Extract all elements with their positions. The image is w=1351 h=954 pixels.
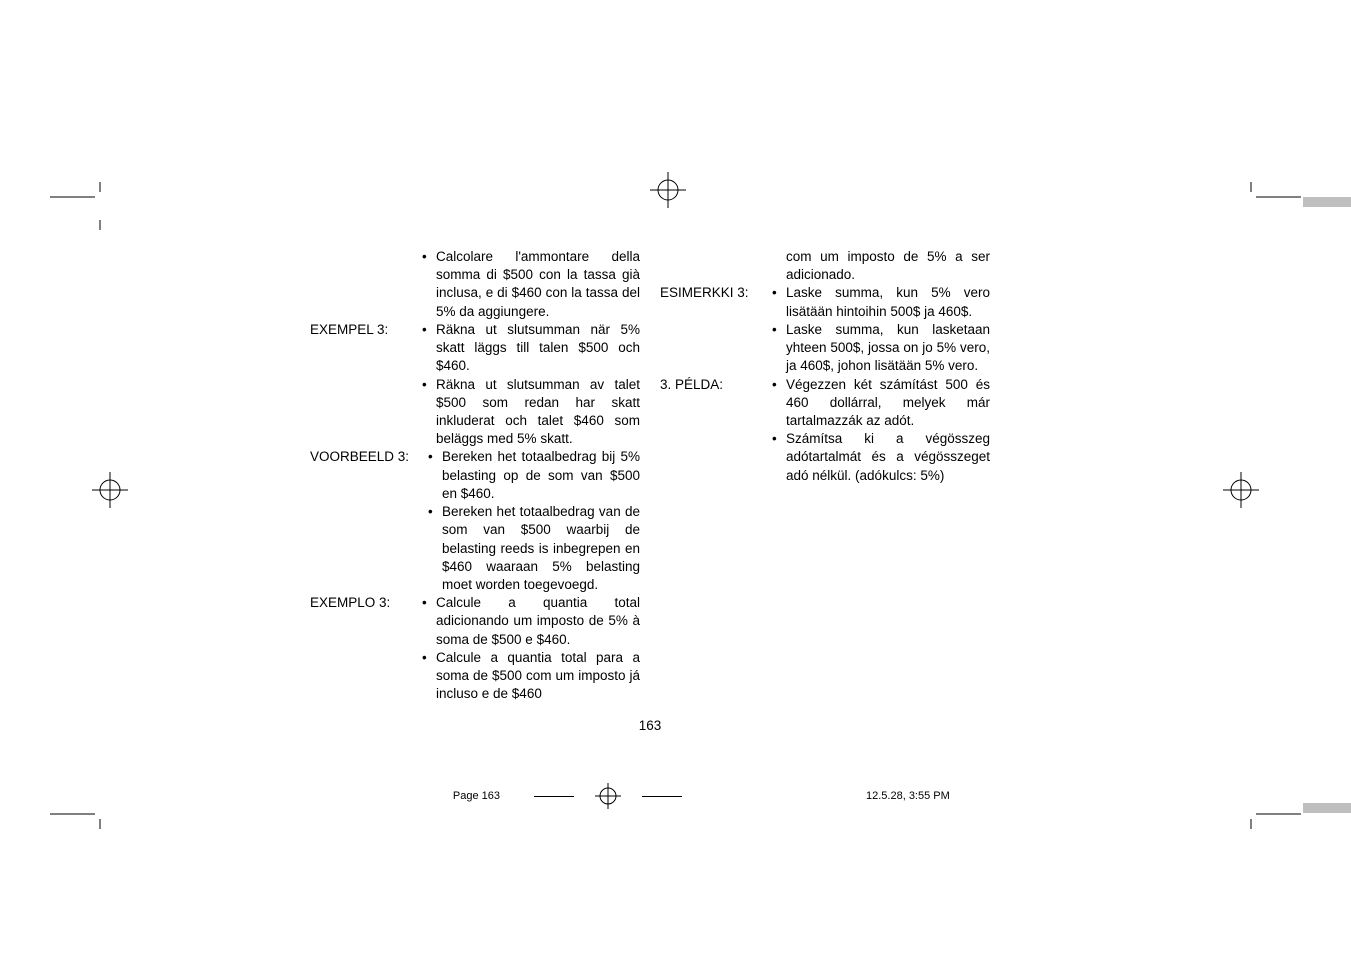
example-label: VOORBEELD 3: [310,448,428,594]
bullet-item: Räkna ut slutsumman när 5% skatt läggs t… [422,321,640,376]
crop-mark-bottom-left [50,799,110,829]
bullet-item: Calcule a quantia total para a soma de $… [422,649,640,704]
bullet-item: Bereken het totaalbedrag bij 5% belastin… [428,448,640,503]
footer-page-label: Page 163 [310,790,530,802]
left-column: Calcolare l'ammontare della somma di $50… [310,248,640,703]
registration-mark-top [648,170,688,210]
bullet-item: Számítsa ki a végösszeg adótartalmát és … [772,430,990,485]
page-content: Calcolare l'ammontare della somma di $50… [310,248,990,736]
footer-timestamp: 12.5.28, 3:55 PM [686,790,990,802]
crop-mark-top-left-2 [50,210,110,230]
continuation-text: com um imposto de 5% a ser adicionado. [772,248,990,284]
crop-mark-top-right [1241,182,1301,212]
page-number: 163 [310,717,990,735]
registration-mark-left [90,470,130,510]
bullet-item: Calcule a quantia total adicionando um i… [422,594,640,649]
bullet-item: Végezzen két számítást 500 és 460 dollár… [772,376,990,431]
bullet-item: Laske summa, kun 5% vero lisätään hintoi… [772,284,990,320]
registration-mark-right [1221,470,1261,510]
crop-mark-top-left [50,182,110,212]
example-label: EXEMPEL 3: [310,321,422,449]
registration-mark-footer [578,782,638,810]
intro-bullet-left: Calcolare l'ammontare della somma di $50… [422,248,640,321]
footer: Page 163 12.5.28, 3:55 PM [310,782,990,810]
bullet-item: Räkna ut slutsumman av talet $500 som re… [422,376,640,449]
crop-mark-bottom-right [1241,799,1301,829]
bullet-item: Calcolare l'ammontare della somma di $50… [422,248,640,321]
gray-bar-bottom [1303,803,1351,813]
example-label: EXEMPLO 3: [310,594,422,703]
example-label: ESIMERKKI 3: [660,284,772,375]
gray-bar-top [1303,197,1351,207]
right-column: com um imposto de 5% a ser adicionado. E… [660,248,990,703]
bullet-item: Laske summa, kun lasketaan yhteen 500$, … [772,321,990,376]
example-label: 3. PÉLDA: [660,376,772,485]
bullet-item: Bereken het totaalbedrag van de som van … [428,503,640,594]
